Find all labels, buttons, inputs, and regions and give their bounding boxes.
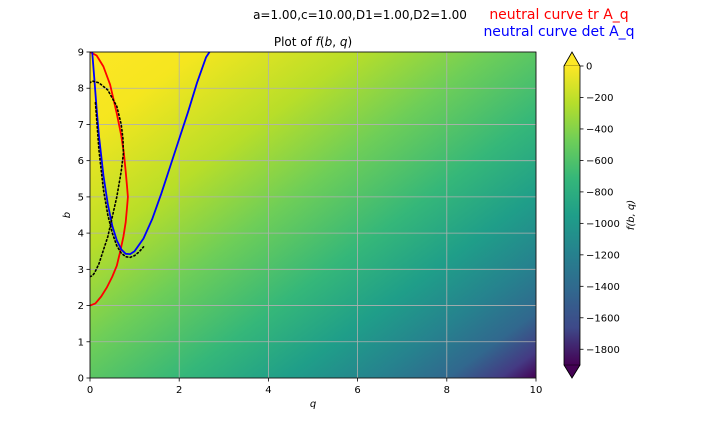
colorbar-tick-label: −1400 <box>586 282 620 293</box>
colorbar-outline <box>563 51 581 379</box>
heatmap-field <box>90 52 536 378</box>
y-tick-label: 7 <box>78 120 84 131</box>
x-axis: 0 2 4 6 8 10 <box>87 378 543 396</box>
dotted-curve-2 <box>90 80 125 278</box>
x-tick-label: 0 <box>87 385 93 396</box>
y-tick-label: 5 <box>78 192 84 203</box>
x-tick-label: 8 <box>444 385 450 396</box>
y-tick-label: 3 <box>78 265 84 276</box>
colorbar-tick-label: −600 <box>586 156 613 167</box>
plot-area <box>89 51 537 379</box>
x-axis-label: q <box>310 399 316 410</box>
colorbar-label: f(b, q) <box>626 200 637 230</box>
suptitle: a=1.00,c=10.00,D1=1.00,D2=1.00 <box>253 8 467 22</box>
colorbar-tick-label: −800 <box>586 187 613 198</box>
y-tick-label: 8 <box>78 84 84 95</box>
series-line-0 <box>90 52 129 307</box>
colorbar-tick-label: −1200 <box>586 250 620 261</box>
x-tick-label: 4 <box>265 385 271 396</box>
y-tick-label: 1 <box>78 337 84 348</box>
legend-tr: neutral curve tr A_q <box>489 7 628 23</box>
x-tick-label: 2 <box>176 385 182 396</box>
plot-frame <box>89 51 537 379</box>
colorbar-body <box>564 66 580 365</box>
colorbar-tick-label: −1000 <box>586 219 620 230</box>
colorbar-tick-label: −1600 <box>586 313 620 324</box>
dotted-curve-3 <box>94 101 145 259</box>
colorbar-extend-top <box>563 51 581 67</box>
y-tick-label: 4 <box>78 229 84 240</box>
colorbar-tick-label: −400 <box>586 124 613 135</box>
y-axis-label: b <box>62 212 73 218</box>
y-axis: 0 1 2 3 4 5 6 7 8 9 <box>78 48 90 385</box>
colorbar-tick-label: −1800 <box>586 345 620 356</box>
colorbar-tick-label: 0 <box>586 62 592 73</box>
y-tick-label: 2 <box>78 301 84 312</box>
plot-title: Plot of f(b, q) <box>274 35 352 49</box>
colorbar-tick-label: −200 <box>586 93 613 104</box>
x-tick-label: 10 <box>530 385 543 396</box>
y-tick-label: 0 <box>78 374 84 385</box>
series-layer <box>90 52 211 307</box>
colorbar-ticks: 0 −200 −400 −600 −800 −1000 −1200 −1400 −1600 −18… <box>580 62 620 356</box>
colorbar-extend-bottom <box>563 364 581 379</box>
x-tick-label: 6 <box>354 385 360 396</box>
colorbar: 0 −200 −400 −600 −800 −1000 −1200 −1400 −1600 −18… <box>563 51 637 379</box>
y-tick-label: 6 <box>78 156 84 167</box>
legend-det: neutral curve det A_q <box>483 24 634 40</box>
series-line-1 <box>91 52 211 256</box>
y-tick-label: 9 <box>78 48 84 59</box>
